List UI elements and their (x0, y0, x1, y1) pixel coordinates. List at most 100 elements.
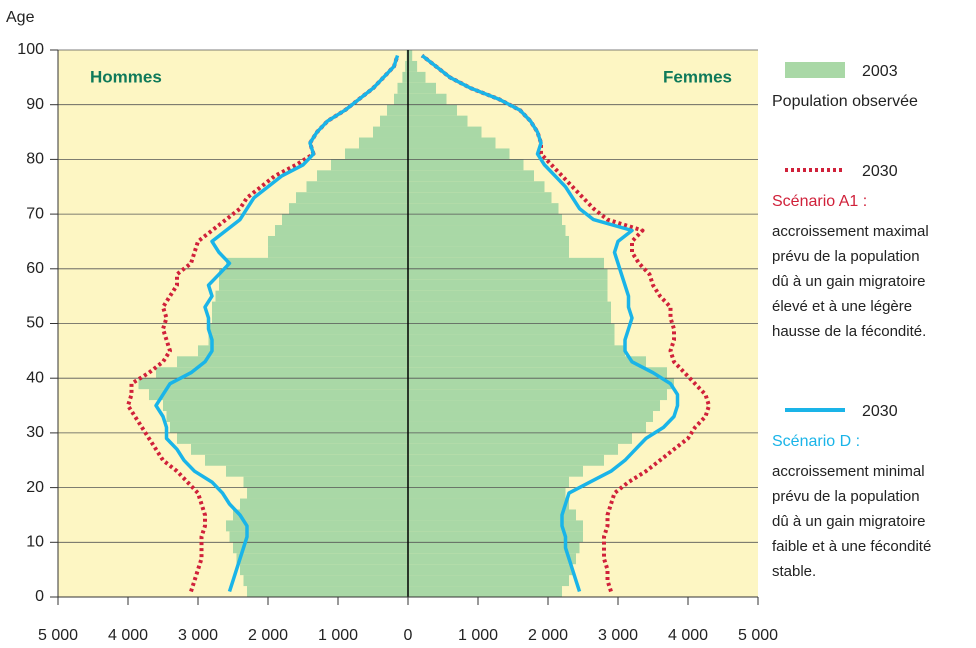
bar (408, 400, 660, 412)
bar (198, 345, 408, 357)
bar (408, 137, 496, 149)
bar (380, 115, 408, 127)
bar (408, 454, 604, 466)
bar (233, 542, 408, 554)
bar (397, 82, 408, 94)
bar (243, 575, 408, 587)
bar (219, 268, 408, 280)
y-tick-label: 40 (26, 369, 44, 386)
bar (408, 301, 611, 313)
legend-description: dû à un gain migratoire (772, 273, 925, 290)
bar (166, 411, 408, 422)
legend-description: stable. (772, 563, 816, 580)
bar (236, 553, 408, 565)
x-tick-label: 3 000 (598, 627, 638, 644)
x-tick-label: 4 000 (108, 627, 148, 644)
bar (387, 104, 408, 116)
y-tick-label: 0 (35, 588, 44, 605)
bar (408, 214, 562, 226)
legend-subtitle: Population observée (772, 93, 918, 110)
bar (408, 345, 625, 357)
bar (408, 378, 674, 390)
x-tick-label: 5 000 (38, 627, 78, 644)
bar (408, 312, 611, 324)
bar (408, 323, 615, 335)
right-label: Femmes (663, 67, 732, 86)
x-tick-label: 1 000 (458, 627, 498, 644)
bar (408, 82, 436, 94)
legend-description: dû à un gain migratoire (772, 513, 925, 530)
bar (408, 170, 534, 182)
legend-subtitle: Scénario A1 : (772, 193, 867, 210)
y-tick-label: 30 (26, 424, 44, 441)
bar (289, 203, 408, 215)
legend-description: accroissement maximal (772, 223, 929, 240)
legend-swatch (785, 62, 845, 78)
bar (212, 301, 408, 313)
bar (408, 203, 559, 215)
legend-description: élevé et à une légère (772, 298, 912, 315)
bar (191, 443, 408, 455)
legend-description: accroissement minimal (772, 463, 925, 480)
bar (408, 389, 667, 401)
bar (149, 389, 408, 401)
bar (408, 115, 468, 127)
bar (408, 487, 566, 499)
bar (408, 334, 615, 346)
bar (405, 60, 408, 72)
bar (408, 367, 667, 379)
bar (243, 476, 408, 488)
bar (306, 181, 408, 193)
x-tick-label: 0 (404, 627, 413, 644)
bar (373, 126, 408, 138)
bar (408, 60, 418, 72)
y-tick-label: 90 (26, 96, 44, 113)
bar (408, 192, 552, 204)
x-tick-label: 4 000 (668, 627, 708, 644)
bar (296, 192, 408, 204)
bar (408, 257, 604, 269)
bar (331, 159, 408, 171)
bar (212, 312, 408, 324)
bar (205, 454, 408, 466)
bar (275, 225, 408, 236)
bar (408, 586, 562, 597)
bar (408, 71, 426, 83)
bar (163, 400, 408, 412)
bar (408, 126, 482, 138)
bar (408, 290, 608, 302)
bar (177, 432, 408, 444)
x-tick-label: 3 000 (178, 627, 218, 644)
y-tick-label: 100 (17, 41, 44, 58)
legend-description: faible et à une fécondité (772, 538, 931, 555)
bar (408, 498, 569, 510)
legend-name: 2003 (862, 63, 898, 80)
x-tick-label: 5 000 (738, 627, 778, 644)
bar (408, 268, 608, 280)
bar (215, 290, 408, 302)
x-tick-label: 1 000 (318, 627, 358, 644)
y-tick-label: 70 (26, 205, 44, 222)
bar (408, 181, 545, 193)
legend-description: hausse de la fécondité. (772, 323, 926, 340)
bar (317, 170, 408, 182)
bar (156, 367, 408, 379)
x-tick-label: 2 000 (248, 627, 288, 644)
bar (408, 520, 583, 532)
bar (208, 334, 408, 346)
population-line (154, 54, 400, 593)
bar (408, 564, 573, 576)
legend-subtitle: Scénario D : (772, 433, 860, 450)
bar (408, 575, 569, 587)
legend-description: prévu de la population (772, 248, 920, 265)
bar (268, 235, 408, 247)
bar (408, 443, 618, 455)
bar (345, 148, 408, 160)
bar (408, 476, 569, 488)
y-tick-label: 20 (26, 479, 44, 496)
bar (408, 432, 632, 444)
bar (408, 509, 576, 521)
bar (408, 465, 583, 477)
bar (408, 104, 457, 116)
